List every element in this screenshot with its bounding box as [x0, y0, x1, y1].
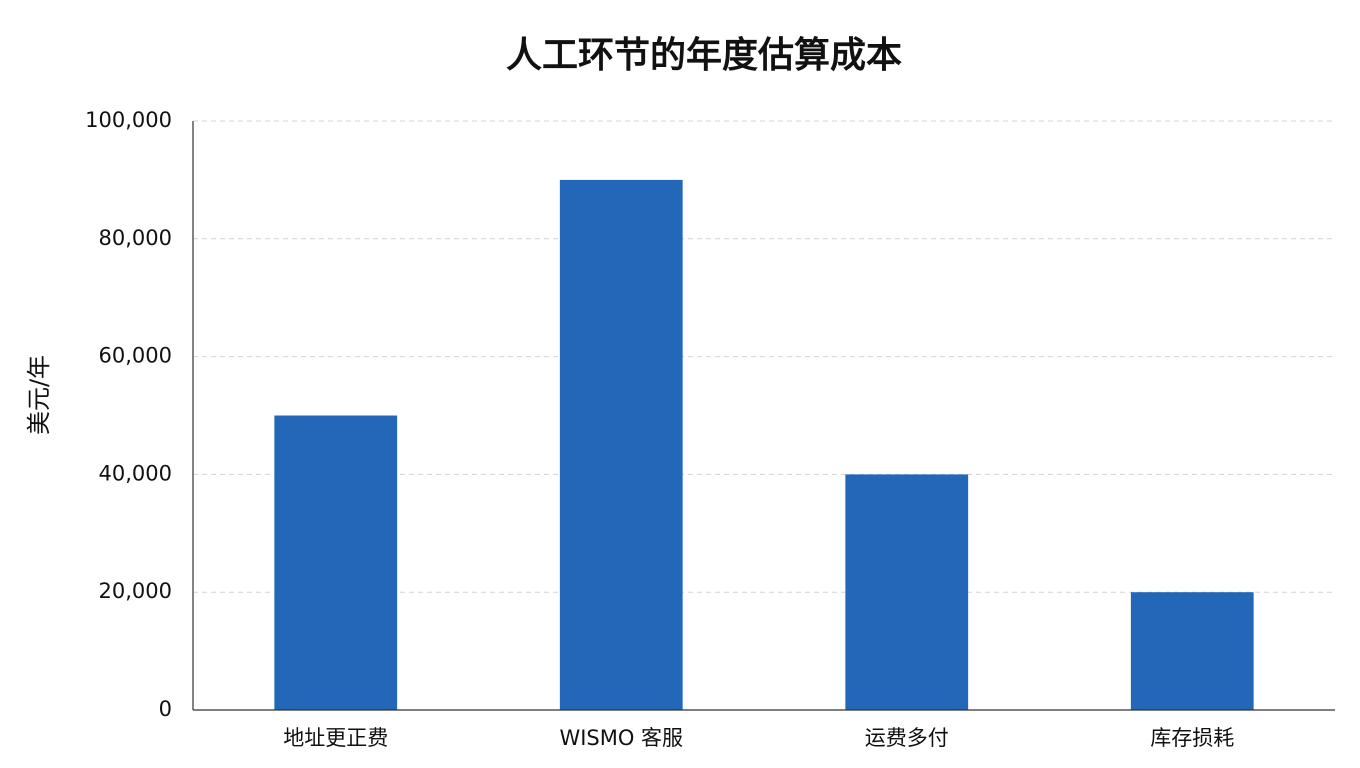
y-tick-label: 0	[159, 697, 172, 721]
y-axis-label: 美元/年	[25, 355, 53, 435]
bar	[559, 179, 683, 710]
y-tick-label: 100,000	[85, 108, 172, 132]
chart-title: 人工环节的年度估算成本	[506, 35, 902, 76]
y-tick-label: 80,000	[99, 226, 172, 250]
bar	[1130, 592, 1254, 710]
x-tick-label: 运费多付	[865, 726, 949, 750]
x-tick-label: 地址更正费	[283, 726, 388, 750]
bar	[845, 474, 969, 710]
x-tick-label: WISMO 客服	[559, 726, 683, 750]
y-tick-label: 20,000	[99, 579, 172, 603]
x-tick-label: 库存损耗	[1150, 726, 1234, 750]
y-tick-label: 40,000	[99, 461, 172, 485]
bar	[274, 415, 398, 710]
y-tick-label: 60,000	[99, 344, 172, 368]
